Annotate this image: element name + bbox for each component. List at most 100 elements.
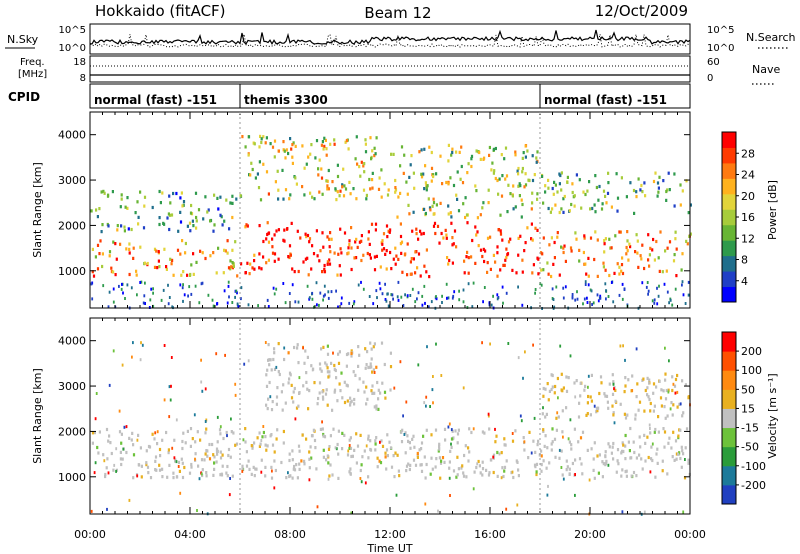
velocity-cell [665,388,668,393]
power-cell [521,202,524,207]
power-cell [244,145,247,149]
power-cell [234,295,236,299]
power-cell [330,237,333,241]
colorbar-swatch [722,351,736,371]
velocity-cell [288,458,291,463]
power-cell [116,228,119,232]
power-cell [231,201,234,205]
velocity-cell [333,363,336,368]
power-cell [423,147,426,151]
power-cell [186,273,189,277]
velocity-cell [327,375,330,379]
power-cell [578,248,581,252]
power-cell [217,207,220,211]
power-cell [216,196,219,200]
velocity-cell [260,439,263,442]
power-cell [371,149,374,153]
power-cell [328,262,332,266]
power-cell [498,177,501,181]
power-cell [135,273,138,277]
power-cell [384,298,387,301]
velocity-cell [154,459,157,463]
velocity-cell [424,476,427,480]
velocity-cell [593,476,596,480]
velocity-cell [363,390,366,394]
power-cell [566,180,569,184]
colorbar-swatch [722,224,736,241]
power-cell [635,195,638,199]
power-cell [584,283,587,286]
velocity-cell [360,480,363,484]
power-cell [306,233,310,238]
power-cell [417,252,421,256]
velocity-cell [266,444,269,448]
power-cell [505,291,508,295]
velocity-cell [241,467,244,471]
velocity-cell [622,443,625,447]
power-cell [249,173,252,177]
power-cell [322,147,325,151]
velocity-cell [165,430,168,435]
velocity-cell [540,463,543,467]
velocity-cell [593,404,596,408]
velocity-cell [613,421,616,425]
velocity-cell [341,431,344,435]
velocity-cell [456,473,459,477]
power-cell [347,147,350,151]
power-cell [656,194,659,198]
velocity-cell [337,352,340,356]
power-cell [450,153,453,157]
power-cell [258,224,261,228]
power-cell [483,259,486,264]
power-cell [490,303,493,307]
power-cell [277,257,280,261]
x-tick-label: 00:00 [674,528,706,541]
velocity-cell [515,459,518,463]
y-tick-label: 3000 [58,174,86,187]
velocity-cell [304,349,307,353]
velocity-cell [91,441,94,445]
power-cell [184,251,187,255]
power-cell [589,288,592,292]
velocity-cell [462,474,466,478]
velocity-cell [414,463,418,467]
power-cell [552,192,555,196]
velocity-cell [189,427,193,431]
power-cell [209,219,212,223]
colorbar-tick-label: 12 [741,232,755,245]
power-cell [475,189,478,193]
velocity-cell [375,365,378,369]
velocity-cell [648,423,651,427]
velocity-cell [439,476,442,480]
power-cell [189,211,193,215]
velocity-cell [357,345,360,349]
velocity-cell [567,376,570,380]
power-cell [90,282,93,286]
velocity-cell [511,439,515,443]
power-cell [158,222,161,227]
power-cell [163,247,166,251]
power-cell [337,252,340,256]
power-cell [479,213,482,217]
velocity-cell [448,466,451,470]
power-cell [540,268,543,272]
power-cell [441,301,443,304]
power-cell [464,215,467,220]
power-cell [406,294,409,298]
velocity-cell [161,475,164,479]
power-cell [679,183,682,187]
velocity-cell [658,379,661,383]
power-cell [570,202,573,207]
power-cell [231,261,234,265]
velocity-cell [369,341,372,345]
velocity-cell [155,468,158,472]
velocity-cell [651,442,654,446]
power-cell [440,231,443,236]
power-cell [157,259,160,263]
power-cell [628,242,631,246]
velocity-cell [535,472,538,477]
velocity-cell [655,452,658,456]
velocity-cell [449,494,451,497]
power-cell [381,292,384,296]
velocity-cell [212,453,215,457]
